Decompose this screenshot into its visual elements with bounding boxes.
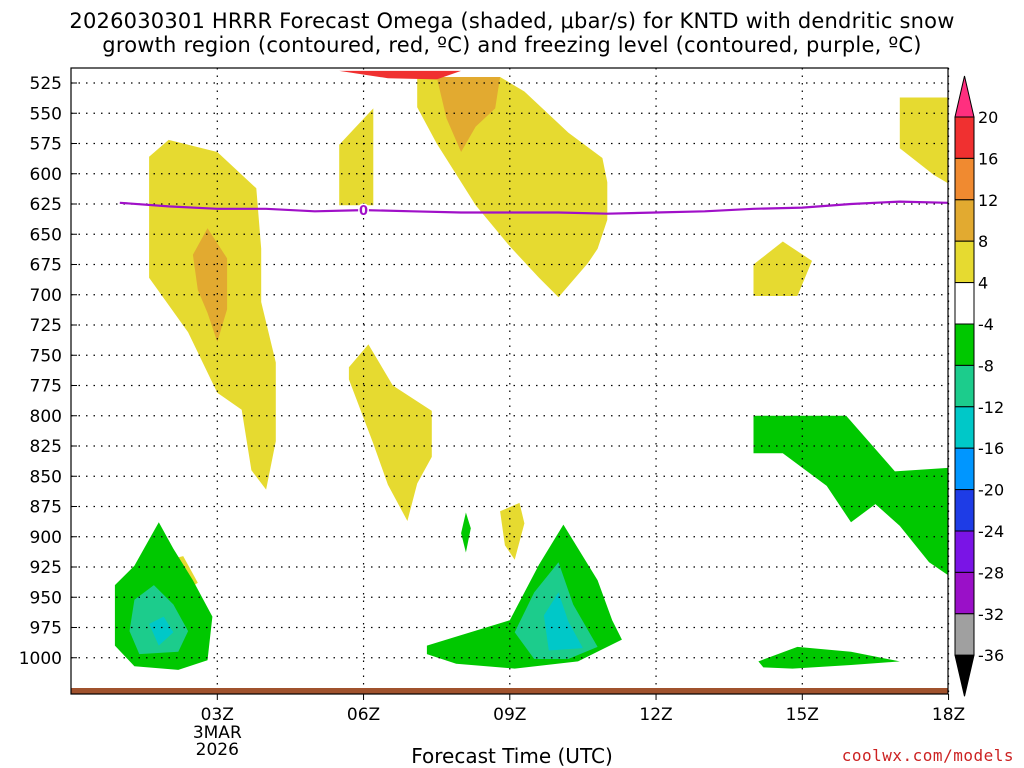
colorbar-label-10: -24 <box>978 522 1004 541</box>
x-tick-label-06Z: 06Z <box>347 705 380 725</box>
y-tick-label-950: 950 <box>30 588 62 608</box>
colorbar-label-3: 8 <box>978 232 988 251</box>
y-tick-label-600: 600 <box>30 165 62 185</box>
y-tick-label-725: 725 <box>30 316 62 336</box>
colorbar-box-6 <box>954 364 975 408</box>
x-tick-label-12Z: 12Z <box>639 705 672 725</box>
pressure-axis: 525 550 575 600 625 650 675 700 725 750 775 800 825 8… <box>19 74 77 669</box>
colorbar-label-7: -12 <box>978 398 1004 417</box>
colorbar-label-6: -8 <box>978 356 994 375</box>
y-tick-label-850: 850 <box>30 467 62 487</box>
colorbar: 20 16 12 8 4 -4 -8 -12 -16 -20 -24 -28 -32 -36 <box>954 75 1004 697</box>
omega-region-1 <box>192 228 228 342</box>
colorbar-box-5 <box>954 323 975 366</box>
colorbar-label-2: 12 <box>978 191 998 210</box>
omega-region-2 <box>339 108 374 206</box>
x-tick-label-09Z: 09Z <box>493 705 526 725</box>
colorbar-label-8: -16 <box>978 439 1004 458</box>
x-tick-label-15Z: 15Z <box>786 705 819 725</box>
x-tick-sublabel-0: 3MAR <box>193 723 242 743</box>
colorbar-label-0: 20 <box>978 108 998 127</box>
colorbar-box-12 <box>954 613 975 656</box>
x-tick-sublabel-1: 2026 <box>196 740 239 760</box>
colorbar-label-5: -4 <box>978 315 994 334</box>
y-tick-label-525: 525 <box>30 74 62 94</box>
omega-region-5 <box>436 77 501 152</box>
y-tick-label-925: 925 <box>30 558 62 578</box>
y-tick-label-825: 825 <box>30 437 62 457</box>
colorbar-label-13: -36 <box>978 646 1004 665</box>
y-tick-label-975: 975 <box>30 619 62 639</box>
omega-region-10 <box>899 97 948 184</box>
colorbar-box-2 <box>954 199 975 242</box>
colorbar-label-9: -20 <box>978 481 1004 500</box>
colorbar-label-11: -28 <box>978 563 1004 582</box>
y-tick-label-575: 575 <box>30 135 62 155</box>
colorbar-label-1: 16 <box>978 149 998 168</box>
colorbar-box-7 <box>954 406 975 449</box>
colorbar-box-3 <box>954 240 975 284</box>
colorbar-box-0 <box>954 116 975 159</box>
y-tick-label-900: 900 <box>30 528 62 548</box>
x-tick-label-18Z: 18Z <box>932 705 965 725</box>
omega-region-9 <box>753 241 812 296</box>
omega-region-8 <box>500 502 525 560</box>
y-tick-label-750: 750 <box>30 346 62 366</box>
freezing-level-label: 0 <box>359 204 368 219</box>
colorbar-box-9 <box>954 489 975 532</box>
colorbar-box-11 <box>954 571 975 615</box>
y-tick-label-550: 550 <box>30 104 62 124</box>
freezing-level-line <box>119 200 948 215</box>
y-tick-label-625: 625 <box>30 195 62 215</box>
colorbar-box-1 <box>954 157 975 201</box>
omega-shading <box>114 70 948 670</box>
y-tick-label-675: 675 <box>30 256 62 276</box>
omega-region-6 <box>339 70 462 80</box>
x-axis-title: Forecast Time (UTC) <box>411 744 613 768</box>
colorbar-label-4: 4 <box>978 274 988 293</box>
colorbar-box-4 <box>954 282 975 325</box>
y-tick-label-775: 775 <box>30 377 62 397</box>
x-tick-label-03Z: 03Z <box>201 705 234 725</box>
freezing-level-contour <box>119 200 948 215</box>
omega-region-3 <box>348 344 432 521</box>
colorbar-top-arrow <box>954 75 975 118</box>
colorbar-bottom-arrow <box>954 654 975 697</box>
y-tick-label-650: 650 <box>30 225 62 245</box>
colorbar-box-8 <box>954 447 975 491</box>
chart-title-line1: 2026030301 HRRR Forecast Omega (shaded, … <box>69 9 955 33</box>
ground-bar <box>71 688 948 694</box>
y-tick-label-800: 800 <box>30 407 62 427</box>
omega-region-17 <box>543 592 583 651</box>
omega-region-14 <box>149 616 174 646</box>
omega-region-20 <box>461 512 471 553</box>
colorbar-label-12: -32 <box>978 605 1004 624</box>
credit-text: coolwx.com/models <box>841 746 1014 765</box>
y-tick-label-700: 700 <box>30 286 62 306</box>
y-tick-label-875: 875 <box>30 498 62 518</box>
chart-title-line2: growth region (contoured, red, ºC) and f… <box>102 33 922 57</box>
colorbar-box-10 <box>954 530 975 573</box>
omega-region-18 <box>753 415 948 576</box>
y-tick-label-1000: 1000 <box>19 649 62 669</box>
